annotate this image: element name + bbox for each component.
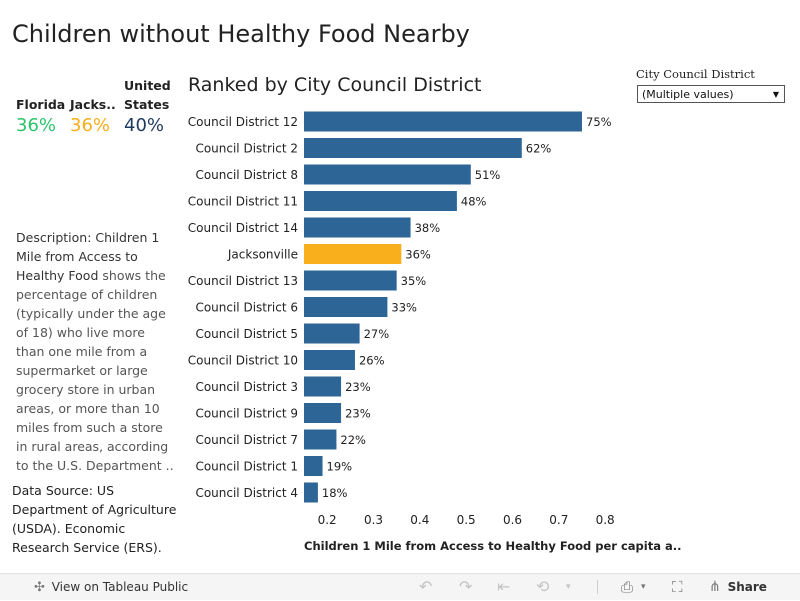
bar[interactable]: [304, 191, 457, 211]
value-label: 23%: [345, 407, 371, 421]
x-tick-label: 0.5: [457, 513, 476, 527]
description-body: shows the percentage of children (typica…: [16, 268, 174, 472]
share-label: Share: [727, 580, 767, 594]
value-label: 26%: [359, 354, 385, 368]
refresh-icon[interactable]: ⟲: [536, 577, 550, 596]
value-label: 62%: [526, 142, 552, 156]
value-label: 48%: [461, 195, 487, 209]
x-tick-label: 0.2: [318, 513, 337, 527]
bar[interactable]: [304, 270, 397, 291]
bar-chart: Council District 12 75% Council District 2…: [188, 111, 681, 553]
view-on-tableau-link[interactable]: ✣ View on Tableau Public: [34, 574, 194, 600]
x-tick-label: 0.3: [364, 513, 383, 527]
value-label: 38%: [415, 221, 441, 235]
toolbar-divider: [597, 580, 598, 594]
bar[interactable]: [304, 111, 582, 132]
refresh-dropdown-icon[interactable]: ▾: [566, 582, 571, 592]
council-district-filter[interactable]: (Multiple values) ▼: [637, 85, 785, 103]
category-label: Council District 8: [195, 168, 298, 182]
kpi-us-label-line1: United: [124, 78, 171, 93]
category-label: Council District 4: [195, 486, 298, 500]
data-source-text: Data Source: US Department of Agricultur…: [12, 483, 177, 555]
category-label: Council District 3: [195, 380, 298, 394]
value-label: 36%: [405, 248, 431, 262]
kpi-florida-value: 36%: [16, 115, 57, 136]
x-tick-label: 0.4: [410, 513, 429, 527]
tableau-logo-icon: ✣: [34, 580, 45, 595]
value-label: 35%: [401, 274, 427, 288]
category-label: Council District 10: [188, 354, 298, 368]
tableau-toolbar: ✣ View on Tableau Public ↶ ↷ ⇤ ⟲ ▾ ⎙ ▾ ⛶…: [0, 573, 800, 600]
undo-icon[interactable]: ↶: [419, 577, 433, 596]
dashboard-title: Children without Healthy Food Nearby: [12, 20, 470, 48]
redo-icon[interactable]: ↷: [459, 577, 473, 596]
category-label: Council District 5: [195, 327, 298, 341]
filter-value: (Multiple values): [642, 88, 734, 101]
x-tick-label: 0.7: [549, 513, 568, 527]
kpi-jacksonville-label: Jacks..: [70, 97, 116, 112]
fullscreen-icon[interactable]: ⛶: [672, 578, 683, 596]
bar[interactable]: [304, 244, 402, 264]
bar[interactable]: [304, 429, 337, 450]
description-text: Description: Children 1 Mile from Access…: [16, 228, 176, 472]
bar[interactable]: [304, 403, 342, 423]
x-tick-label: 0.8: [596, 513, 615, 527]
dropdown-arrow-icon: ▼: [772, 90, 779, 99]
category-label: Council District 6: [195, 301, 298, 315]
value-label: 33%: [391, 301, 417, 315]
category-label: Council District 7: [195, 433, 298, 447]
bar[interactable]: [304, 482, 318, 503]
view-on-tableau-label: View on Tableau Public: [51, 580, 189, 594]
value-label: 22%: [340, 433, 366, 447]
value-label: 23%: [345, 380, 371, 394]
category-label: Council District 14: [188, 221, 298, 235]
bar[interactable]: [304, 138, 522, 158]
kpi-us-label-line2: States: [124, 97, 170, 112]
x-tick-label: 0.6: [503, 513, 522, 527]
kpi-united-states: United States 40%: [124, 76, 171, 138]
x-axis-title: Children 1 Mile from Access to Healthy F…: [304, 539, 681, 553]
download-dropdown-icon[interactable]: ▾: [641, 582, 646, 592]
bar[interactable]: [304, 323, 360, 344]
value-label: 51%: [475, 168, 501, 182]
kpi-florida-label: Florida: [16, 97, 66, 112]
value-label: 19%: [327, 460, 353, 474]
category-label: Council District 13: [188, 274, 298, 288]
bar[interactable]: [304, 376, 342, 397]
value-label: 27%: [364, 327, 390, 341]
kpi-us-value: 40%: [124, 115, 165, 136]
category-label: Council District 2: [195, 142, 298, 156]
kpi-panel: Florida 36% Jacks.. 36% United States 40…: [16, 68, 176, 138]
value-label: 18%: [322, 486, 348, 500]
chart-title: Ranked by City Council District: [188, 74, 482, 96]
bar[interactable]: [304, 297, 388, 317]
description-lead: Description: Children 1 Mile from Access…: [16, 230, 160, 283]
share-icon: ⋔: [709, 579, 721, 595]
category-label: Council District 12: [188, 115, 298, 129]
category-label: Council District 1: [195, 460, 298, 474]
filter-label: City Council District: [636, 67, 755, 81]
revert-icon[interactable]: ⇤: [497, 577, 511, 596]
category-label: Jacksonville: [227, 248, 298, 262]
bar[interactable]: [304, 217, 411, 238]
value-label: 75%: [586, 115, 612, 129]
download-icon[interactable]: ⎙: [621, 578, 634, 596]
category-label: Council District 9: [195, 407, 298, 421]
category-label: Council District 11: [188, 195, 298, 209]
kpi-jacksonville-value: 36%: [70, 115, 111, 136]
bar[interactable]: [304, 456, 323, 476]
bar[interactable]: [304, 164, 471, 185]
kpi-jacksonville: Jacks.. 36%: [70, 95, 116, 138]
bar[interactable]: [304, 350, 355, 370]
kpi-florida: Florida 36%: [16, 95, 65, 138]
share-button[interactable]: ⋔ Share: [709, 574, 779, 600]
